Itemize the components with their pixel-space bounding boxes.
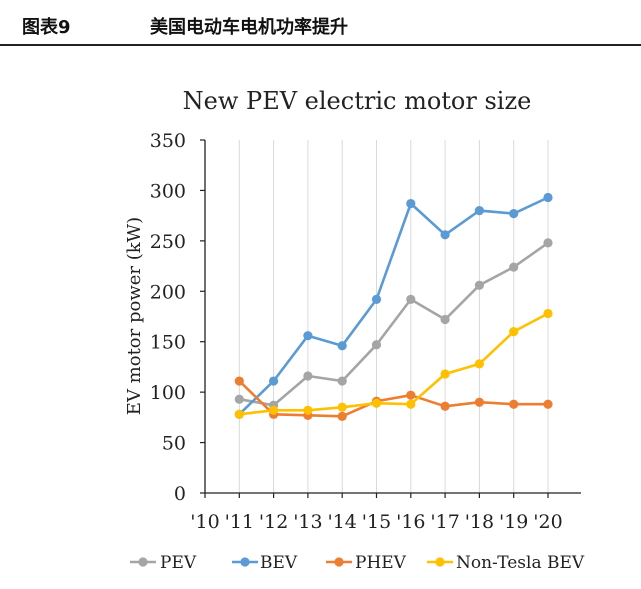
x-tick-label: '10	[190, 511, 219, 533]
data-point-bev	[371, 294, 382, 304]
legend-item-phev: PHEV	[326, 553, 407, 573]
chart-title: New PEV electric motor size	[183, 87, 532, 115]
legend-item-bev: BEV	[232, 553, 298, 573]
y-tick-label: 50	[162, 433, 186, 455]
data-point-bev	[509, 209, 519, 219]
data-point-non-tesla-bev	[303, 405, 313, 415]
y-tick-labels: 0 50 100 150 200 250 300 350	[150, 130, 186, 505]
data-point-phev	[406, 390, 416, 400]
y-tick-label: 350	[150, 130, 186, 152]
data-point-non-tesla-bev	[406, 399, 416, 409]
data-point-pev	[337, 376, 347, 386]
legend-swatch-marker	[240, 557, 250, 567]
data-point-bev	[406, 198, 416, 209]
x-tick-label: '13	[293, 511, 322, 533]
x-tick-label: '15	[362, 511, 391, 533]
x-tick-label: '14	[327, 511, 356, 533]
data-point-bev	[474, 206, 484, 216]
data-point-non-tesla-bev	[337, 402, 347, 412]
data-point-phev	[337, 411, 347, 421]
y-tick-label: 250	[150, 231, 186, 253]
data-point-non-tesla-bev	[543, 308, 553, 319]
figure-header: 图表9 美国电动车电机功率提升	[0, 0, 641, 46]
data-point-bev	[269, 376, 279, 386]
series-bev	[234, 192, 553, 419]
figure-caption: 美国电动车电机功率提升	[150, 17, 348, 38]
series-line-pev	[239, 241, 549, 407]
y-tick-label: 100	[150, 382, 186, 404]
data-point-phev	[234, 376, 244, 386]
data-point-phev	[474, 397, 484, 407]
y-tick-label: 0	[174, 483, 186, 505]
data-point-non-tesla-bev	[474, 359, 484, 369]
legend-item-non-tesla-bev: Non-Tesla BEV	[427, 553, 585, 573]
series-line-non-tesla-bev	[239, 312, 549, 416]
x-tick-label: '17	[430, 511, 459, 533]
data-point-bev	[337, 341, 347, 351]
data-point-non-tesla-bev	[509, 327, 519, 337]
data-point-pev	[303, 371, 313, 381]
series-line-bev	[238, 196, 549, 416]
legend-swatch-marker	[435, 557, 445, 567]
data-point-bev	[440, 230, 450, 240]
x-tick-label: '18	[465, 511, 494, 533]
data-point-phev	[543, 399, 553, 409]
x-tick-label: '19	[499, 511, 528, 533]
data-point-bev	[303, 331, 313, 341]
data-point-pev	[474, 280, 484, 290]
legend-swatch-marker	[334, 557, 344, 567]
legend-label: PHEV	[355, 553, 407, 573]
series-line-phev	[238, 380, 548, 418]
data-point-pev	[543, 238, 553, 248]
x-tick-label: '12	[259, 511, 288, 533]
y-axis-label: EV motor power (kW)	[124, 217, 145, 415]
data-point-phev	[440, 401, 450, 411]
axes	[200, 139, 581, 498]
legend-label: Non-Tesla BEV	[456, 553, 585, 573]
data-point-non-tesla-bev	[269, 405, 279, 415]
legend-swatch-marker	[138, 557, 148, 567]
series-non-tesla-bev	[234, 308, 553, 419]
data-point-pev	[234, 394, 244, 404]
y-tick-label: 150	[150, 332, 186, 354]
data-point-non-tesla-bev	[440, 369, 450, 379]
series-pev	[234, 238, 553, 410]
data-point-pev	[406, 294, 416, 304]
x-tick-label: '11	[225, 511, 254, 533]
figure-label: 图表9	[22, 17, 71, 38]
x-tick-label: '16	[396, 511, 425, 533]
legend-label: PEV	[160, 553, 197, 573]
y-tick-label: 300	[150, 180, 186, 202]
data-point-bev	[543, 192, 553, 203]
data-point-phev	[509, 399, 519, 409]
gridlines	[238, 140, 549, 493]
data-point-pev	[371, 340, 382, 350]
x-tick-label: '20	[533, 511, 562, 533]
y-tick-label: 200	[150, 281, 186, 303]
data-point-non-tesla-bev	[234, 409, 244, 419]
legend: PEV BEV PHEV Non-Tesla BEV	[130, 553, 585, 573]
data-point-pev	[509, 262, 519, 272]
legend-label: BEV	[260, 553, 298, 573]
series-group	[234, 192, 553, 421]
x-tick-labels: '10 '11'12'13'14 '15'16'17 '18'19'20	[190, 511, 562, 533]
data-point-non-tesla-bev	[371, 398, 382, 408]
legend-item-pev: PEV	[130, 553, 197, 573]
data-point-pev	[440, 314, 450, 325]
